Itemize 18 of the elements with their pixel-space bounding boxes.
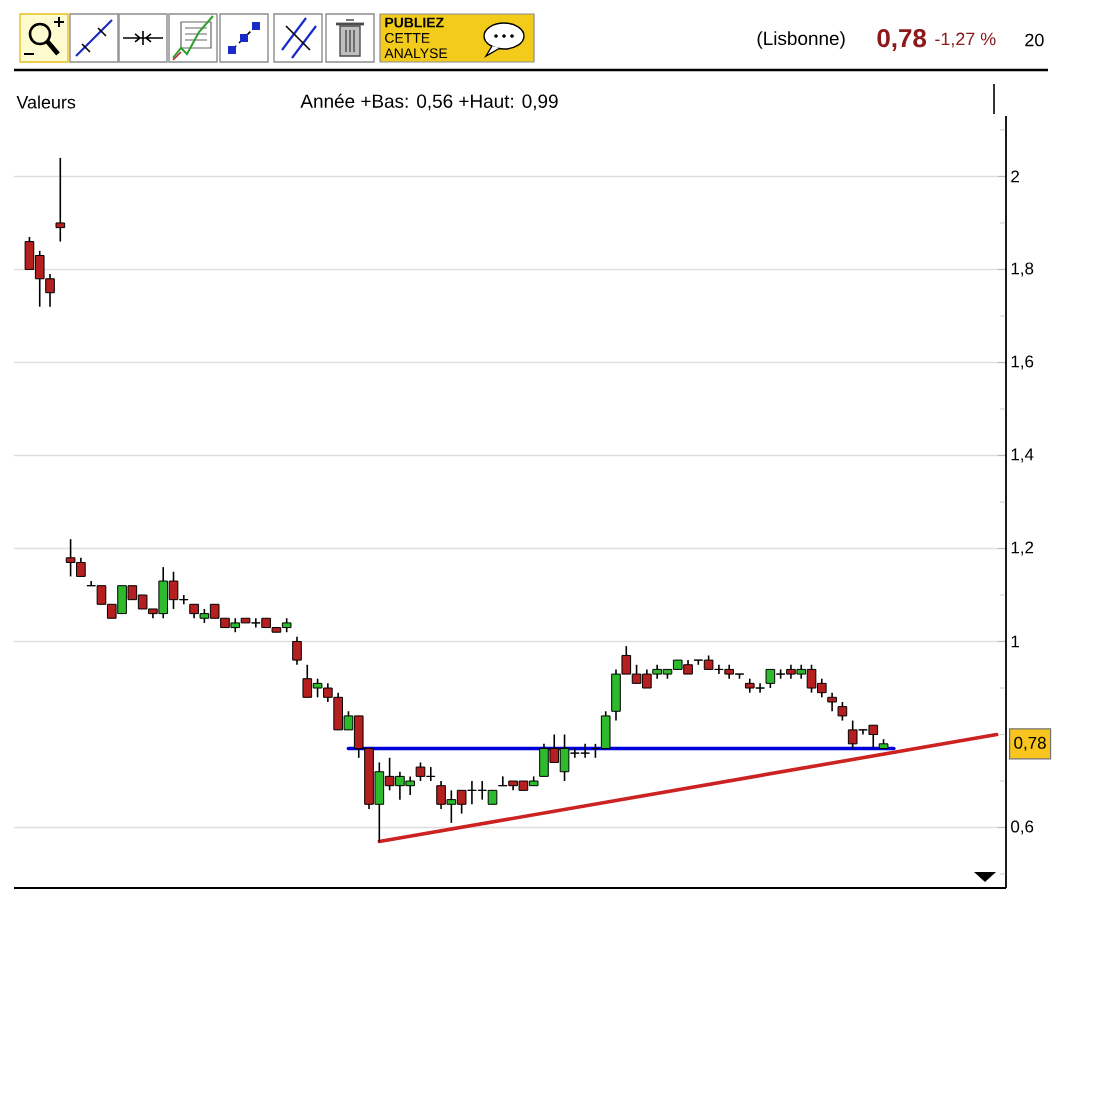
y-tick-label: 1,8 [1011, 262, 1034, 277]
candlestick [827, 691, 837, 713]
y-tick-label: 2 [1011, 170, 1019, 183]
text: (Lisbonne) [757, 31, 845, 49]
text: 0,78 [877, 28, 927, 52]
candlestick [292, 636, 302, 666]
y-tick-label: 0,6 [1011, 820, 1034, 835]
text: 20 [1025, 33, 1044, 47]
y-tick-label: 1 [1011, 635, 1019, 648]
y-tick-label: 1,4 [1011, 448, 1034, 463]
text: -1,27 % [935, 32, 996, 48]
candlestick [837, 701, 848, 722]
candlestick [55, 157, 66, 243]
text: Valeurs [16, 95, 76, 109]
y-tick-label: 1,6 [1011, 355, 1034, 370]
text: 0,78 [1014, 736, 1046, 751]
y-tick-label: 1,2 [1011, 541, 1034, 556]
text: Année +Bas: 0,56 +Haut: 0,99 [300, 93, 558, 111]
